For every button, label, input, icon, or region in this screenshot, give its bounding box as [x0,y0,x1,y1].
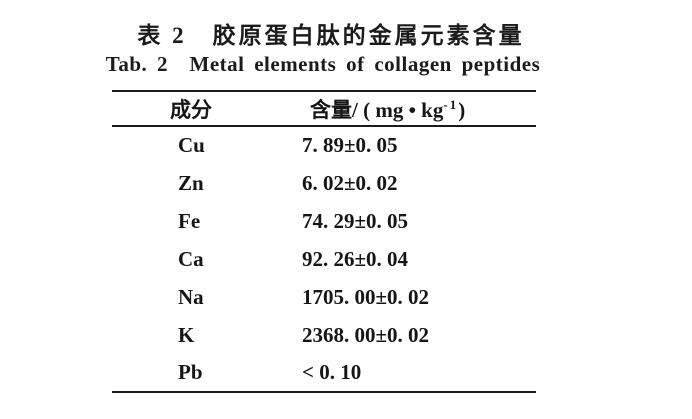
unit-prefix: 含量/ ( mg • kg [310,97,444,122]
table-row: Cu 7. 89±0. 05 [112,126,536,164]
table-row: Pb < 0. 10 [112,354,536,392]
content-cell: 7. 89±0. 05 [302,133,398,157]
component-cell: Zn [178,170,204,195]
table-row: Ca 92. 26±0. 04 [112,240,536,278]
component-cell: Fe [178,208,201,233]
component-cell: Cu [178,133,205,157]
table-row: Fe 74. 29±0. 05 [112,202,536,240]
unit-suffix: ) [458,97,466,122]
content-cell: 6. 02±0. 02 [302,170,398,195]
table-row: K 2368. 00±0. 02 [112,316,536,354]
unit-superscript: -1 [443,96,459,112]
table-caption-zh: 表 2 胶原蛋白肽的金属元素含量 [137,23,525,48]
metal-elements-table: 成分 含量/ ( mg • kg-1) Cu 7. 89±0. 05 Zn 6.… [112,90,536,393]
column-header-content: 含量/ ( mg • kg-1) [300,91,536,127]
table-caption-en: Tab. 2 Metal elements of collagen peptid… [105,52,541,76]
component-cell: Ca [178,246,204,271]
content-cell: 74. 29±0. 05 [302,208,409,233]
table-row: Zn 6. 02±0. 02 [112,164,536,202]
table-row: Na 1705. 00±0. 02 [112,278,536,316]
content-cell: 92. 26±0. 04 [302,246,409,271]
component-cell: K [178,322,195,347]
content-cell: 2368. 00±0. 02 [302,322,430,347]
component-cell: Na [178,284,204,309]
component-cell: Pb [178,360,203,384]
content-cell: 1705. 00±0. 02 [302,284,430,309]
column-header-component: 成分 [112,91,300,127]
table-header-row: 成分 含量/ ( mg • kg-1) [112,91,536,127]
content-cell: < 0. 10 [302,360,362,384]
